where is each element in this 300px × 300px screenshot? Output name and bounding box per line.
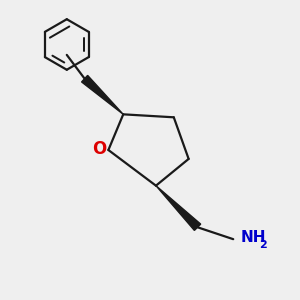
Text: 2: 2 (259, 239, 267, 250)
Polygon shape (156, 186, 201, 230)
Text: O: O (92, 140, 106, 158)
Text: NH: NH (241, 230, 266, 245)
Polygon shape (82, 75, 123, 114)
